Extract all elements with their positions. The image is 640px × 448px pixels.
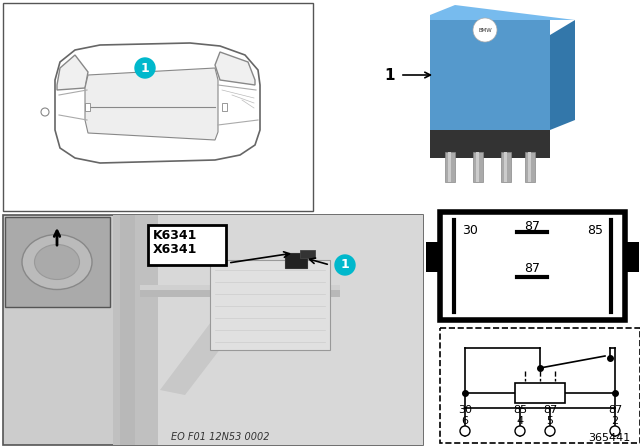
Circle shape [335,255,355,275]
Text: 365441: 365441 [588,433,630,443]
Bar [3,215,423,445]
Bar [448,152,451,182]
Bar [222,103,227,111]
Bar [501,152,511,182]
Polygon shape [550,20,575,130]
Text: K6341: K6341 [153,229,197,242]
Text: 85: 85 [587,224,603,237]
Bar [515,383,565,403]
Text: 5: 5 [547,416,554,426]
Bar [525,152,535,182]
Bar [140,285,340,290]
Text: 1: 1 [385,68,395,82]
Circle shape [473,18,497,42]
Bar [113,215,423,445]
Text: 2: 2 [611,416,619,426]
Bar [430,130,550,158]
Circle shape [460,426,470,436]
Bar [210,260,330,350]
Text: 30: 30 [462,224,478,237]
Bar [300,250,315,258]
Bar [120,215,135,445]
Bar [3,3,313,211]
Polygon shape [215,52,255,85]
Circle shape [135,58,155,78]
Bar [5,217,110,307]
Bar [140,285,340,297]
Bar [113,215,158,445]
Bar [476,152,479,182]
Bar [85,103,90,111]
Ellipse shape [35,245,79,280]
Text: X6341: X6341 [153,243,197,256]
Ellipse shape [22,234,92,289]
Bar [330,3,637,208]
Bar [528,152,531,182]
Bar [148,225,226,265]
Bar [504,152,507,182]
Text: 85: 85 [513,405,527,415]
Polygon shape [57,55,88,90]
Text: 6: 6 [461,416,468,426]
Bar [426,242,442,272]
Text: 30: 30 [458,405,472,415]
Circle shape [515,426,525,436]
Text: BMW: BMW [478,27,492,33]
Text: EO F01 12N53 0002: EO F01 12N53 0002 [171,432,269,442]
Bar [440,328,640,443]
Bar [623,242,639,272]
Circle shape [545,426,555,436]
Polygon shape [55,43,260,163]
Bar [285,253,307,268]
Polygon shape [430,5,575,20]
Text: 4: 4 [516,416,524,426]
Text: 1: 1 [141,61,149,74]
Polygon shape [85,68,218,140]
Circle shape [610,426,620,436]
Bar [473,152,483,182]
Text: 87: 87 [524,220,540,233]
Bar [445,152,455,182]
Text: 1: 1 [340,258,349,271]
Text: 87: 87 [608,405,622,415]
Bar [440,212,625,320]
Text: 87: 87 [543,405,557,415]
Circle shape [41,108,49,116]
Bar [430,20,550,130]
Polygon shape [160,310,250,395]
Text: 87: 87 [524,263,540,276]
